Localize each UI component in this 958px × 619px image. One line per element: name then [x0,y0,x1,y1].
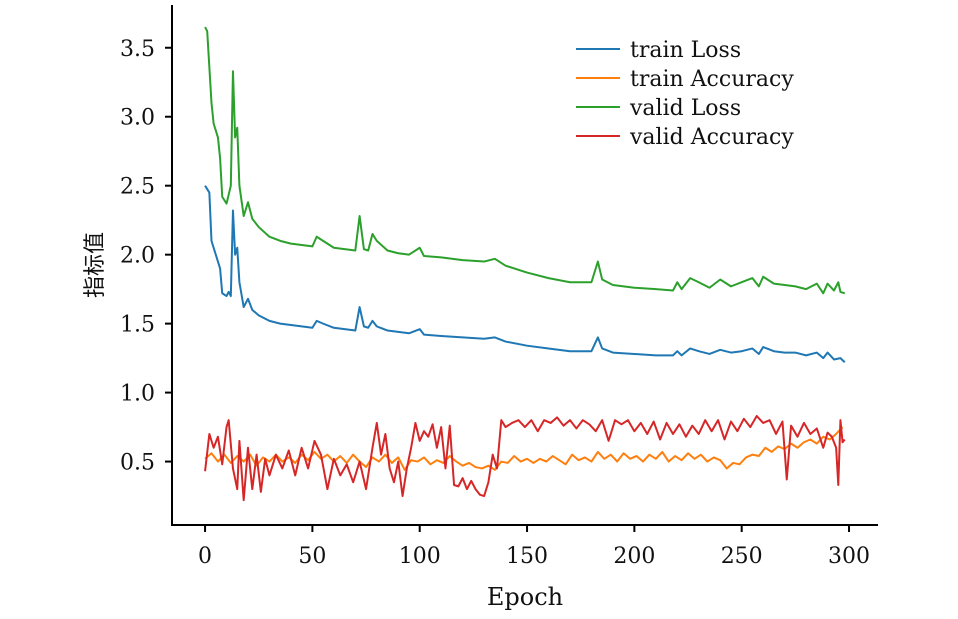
series-line-valid-loss [204,26,846,295]
legend-label: train Loss [630,38,741,63]
y-tick-label: 3.0 [120,106,155,131]
x-axis-label: Epoch [487,583,563,611]
legend-label: valid Loss [629,96,741,121]
y-tick-label: 2.5 [120,175,155,200]
legend: train Loss train Accuracy valid Loss valid … [576,38,794,150]
y-tick-label: 3.5 [120,37,155,62]
y-tick-label: 0.5 [120,451,155,476]
y-axis-label: 指标值 [83,232,108,298]
x-tick-label: 250 [721,544,763,569]
legend-label: train Accuracy [630,67,794,92]
x-tick-label: 50 [298,544,326,569]
y-tick-label: 1.5 [120,313,155,338]
series-line-valid-accuracy [204,415,846,502]
y-tick-label: 1.0 [120,382,155,407]
legend-label: valid Accuracy [629,125,794,150]
y-tick-label: 2.0 [120,244,155,269]
x-tick-label: 300 [828,544,870,569]
x-tick-label: 100 [399,544,441,569]
x-tick-label: 200 [613,544,655,569]
series-line-train-loss [204,185,846,363]
x-tick-label: 150 [506,544,548,569]
x-tick-label: 0 [198,544,212,569]
